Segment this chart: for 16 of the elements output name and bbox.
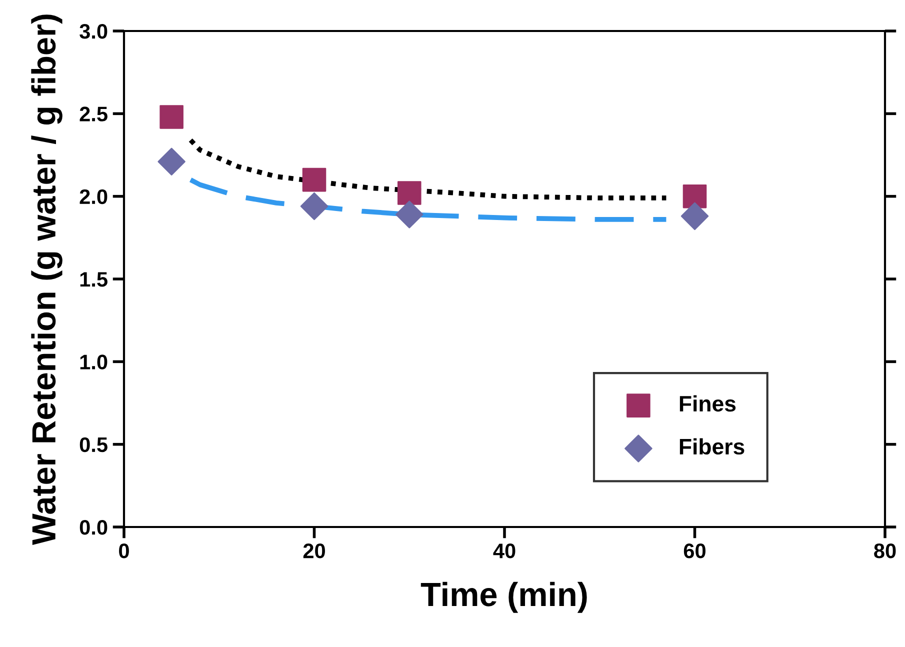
x-tick-label: 20: [303, 544, 325, 558]
x-tick-label: 40: [493, 544, 516, 558]
legend-label: Fibers: [680, 438, 744, 455]
legend-label: Fines: [680, 395, 736, 412]
y-tick-label: 1.0: [80, 354, 108, 370]
y-tick-label: 1.5: [80, 272, 108, 287]
y-tick-label: 2.0: [80, 189, 108, 204]
x-tick-label: 60: [684, 544, 706, 558]
x-tick-label: 80: [874, 544, 896, 558]
x-tick-label: 0: [119, 544, 129, 558]
y-tick-label: 3.0: [80, 24, 108, 39]
y-axis-title: Water Retention (g water / g fiber): [31, 14, 62, 546]
x-axis-title: Time (min): [420, 582, 587, 613]
y-tick-label: 2.5: [80, 106, 108, 122]
y-tick-label: 0.5: [80, 437, 108, 452]
y-tick-label: 0.0: [80, 520, 108, 535]
